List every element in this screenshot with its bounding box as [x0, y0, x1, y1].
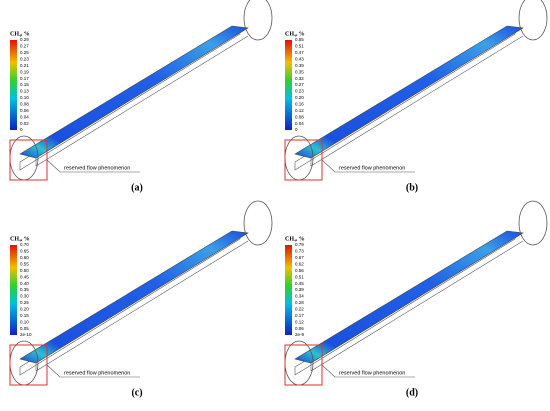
legend-tick-label: 0.34 — [295, 294, 304, 299]
legend-tick-label: 0.15 — [20, 82, 29, 87]
beam — [294, 25, 524, 159]
callout — [321, 364, 415, 378]
legend-tick-label: 0.19 — [20, 69, 29, 74]
annotation: reserved flow phenomenon — [339, 165, 405, 171]
legend-title: CH₄, % — [285, 236, 305, 242]
panel-label: (a) — [131, 182, 143, 193]
legend-tick-label: 2e-10 — [20, 332, 32, 337]
legend-tick-label: 0.10 — [20, 95, 29, 100]
beam-edge — [310, 240, 524, 372]
legend-tick-label: 0.28 — [295, 300, 304, 305]
legend-tick-label: 0.62 — [295, 261, 304, 266]
legend-tick-label: 0.65 — [20, 249, 29, 254]
legend-tick-label: 0.47 — [295, 50, 304, 55]
legend-tick-label: 0.23 — [20, 56, 29, 61]
legend-tick-label: 0.20 — [295, 95, 304, 100]
legend-tick-label: 0 — [295, 127, 298, 132]
beam-edge — [35, 240, 249, 372]
annotation: reserved flow phenomenon — [64, 370, 130, 376]
legend-tick-label: 0.60 — [20, 255, 29, 260]
legend-tick-label: 0.29 — [20, 37, 29, 42]
annotation: reserved flow phenomenon — [64, 165, 130, 171]
legend-tick-label: 0.23 — [295, 89, 304, 94]
beam-edge — [310, 35, 524, 167]
end-ellipse — [243, 0, 273, 41]
legend-tick-label: 0.08 — [295, 114, 304, 119]
callout — [46, 364, 140, 378]
callout — [321, 159, 415, 173]
legend-tick-label: 0.12 — [295, 319, 304, 324]
legend-tick-label: 0.10 — [20, 319, 29, 324]
legend-tick-label: 0.35 — [295, 69, 304, 74]
legend-tick-label: 0.05 — [20, 326, 29, 331]
legend-tick-label: 0.17 — [20, 76, 29, 81]
legend-title: CH₄, % — [285, 31, 305, 37]
legend-tick-label: 0.02 — [20, 121, 29, 126]
legend-tick-label: 2e-9 — [295, 332, 305, 337]
colorbar — [285, 40, 292, 130]
panel-label: (d) — [406, 387, 418, 398]
legend-tick-label: 0.40 — [20, 281, 29, 286]
colorbar — [10, 245, 17, 335]
legend-tick-label: 0.25 — [20, 300, 29, 305]
legend-tick-label: 0.21 — [20, 63, 29, 68]
legend-tick-label: 0.51 — [295, 274, 304, 279]
legend-tick-label: 0.39 — [295, 63, 304, 68]
legend-tick-label: 0.73 — [295, 249, 304, 254]
legend-tick-label: 0.06 — [20, 108, 29, 113]
legend-tick-label: 0.20 — [20, 306, 29, 311]
colorbar — [285, 245, 292, 335]
end-ellipse — [518, 0, 548, 41]
panel-label: (c) — [131, 387, 142, 398]
annotation: reserved flow phenomenon — [339, 370, 405, 376]
legend-tick-label: 0.39 — [295, 287, 304, 292]
legend-tick-label: 0.15 — [20, 313, 29, 318]
legend-tick-label: 0.45 — [295, 281, 304, 286]
legend-tick-label: 0.70 — [20, 242, 29, 247]
beam — [19, 230, 249, 364]
legend-tick-label: 0.56 — [295, 268, 304, 273]
legend-tick-label: 0.50 — [20, 268, 29, 273]
legend-tick-label: 0.27 — [295, 82, 304, 87]
legend-tick-label: 0.22 — [295, 306, 304, 311]
beam-edge — [35, 35, 249, 167]
legend-tick-label: 0.27 — [20, 44, 29, 49]
colorbar — [10, 40, 17, 130]
legend-tick-label: 0.32 — [295, 76, 304, 81]
legend-tick-label: 0.25 — [20, 50, 29, 55]
legend-tick-label: 0.30 — [20, 294, 29, 299]
legend-tick-label: 0.45 — [20, 274, 29, 279]
legend-title: CH₄, % — [10, 31, 30, 37]
legend-tick-label: 0.55 — [295, 37, 304, 42]
legend-tick-label: 0.12 — [295, 108, 304, 113]
legend-tick-label: 0.06 — [295, 326, 304, 331]
callout — [46, 159, 140, 173]
legend-tick-label: 0.16 — [295, 101, 304, 106]
legend-tick-label: 0.67 — [295, 255, 304, 260]
legend-tick-label: 0.43 — [295, 56, 304, 61]
legend-tick-label: 0.51 — [295, 44, 304, 49]
legend-tick-label: 0.08 — [20, 101, 29, 106]
legend-tick-label: 0.13 — [20, 89, 29, 94]
legend-tick-label: 0.04 — [20, 114, 29, 119]
legend-title: CH₄, % — [10, 236, 30, 242]
legend-tick-label: 0.55 — [20, 261, 29, 266]
end-ellipse — [243, 200, 273, 246]
end-ellipse — [518, 200, 548, 246]
legend-tick-label: 0.04 — [295, 121, 304, 126]
legend-tick-label: 0 — [20, 127, 23, 132]
beam — [19, 25, 249, 159]
beam — [294, 230, 524, 364]
legend-tick-label: 0.35 — [20, 287, 29, 292]
legend-tick-label: 0.17 — [295, 313, 304, 318]
legend-tick-label: 0.79 — [295, 242, 304, 247]
panel-label: (b) — [406, 182, 418, 193]
